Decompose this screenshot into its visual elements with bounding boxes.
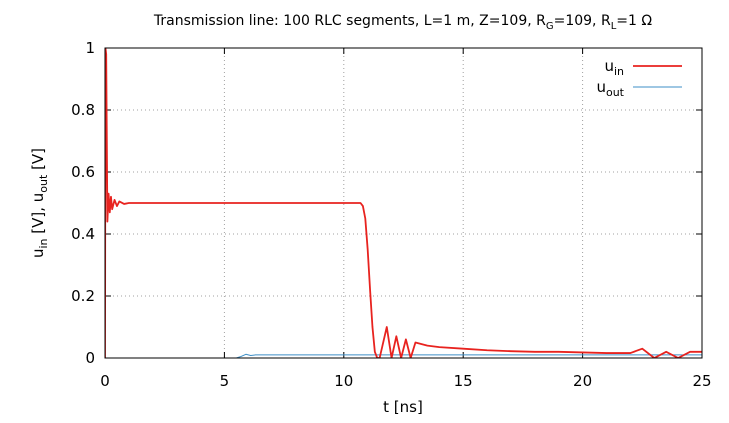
x-tick-label: 5 [220, 372, 230, 390]
y-tick-label: 0 [85, 349, 95, 367]
y-tick-label: 0.4 [71, 225, 95, 243]
legend-label-uout: uout [596, 78, 624, 99]
x-tick-label: 10 [334, 372, 353, 390]
chart-title: Transmission line: 100 RLC segments, L=1… [153, 13, 652, 32]
y-tick-label: 0.8 [71, 101, 95, 119]
y-axis-label: uin [V], uout [V] [29, 148, 50, 258]
legend-label-uin: uin [604, 57, 624, 78]
series-line-uin [105, 48, 702, 358]
x-axis-label: t [ns] [383, 398, 423, 416]
x-tick-label: 0 [100, 372, 110, 390]
series-line-uout [105, 353, 702, 358]
x-tick-label: 15 [454, 372, 473, 390]
y-tick-label: 1 [85, 39, 95, 57]
plot-frame [104, 47, 703, 359]
x-tick-label: 25 [692, 372, 711, 390]
y-tick-label: 0.6 [71, 163, 95, 181]
y-tick-label: 0.2 [71, 287, 95, 305]
series-group [105, 48, 702, 358]
x-tick-label: 20 [573, 372, 592, 390]
